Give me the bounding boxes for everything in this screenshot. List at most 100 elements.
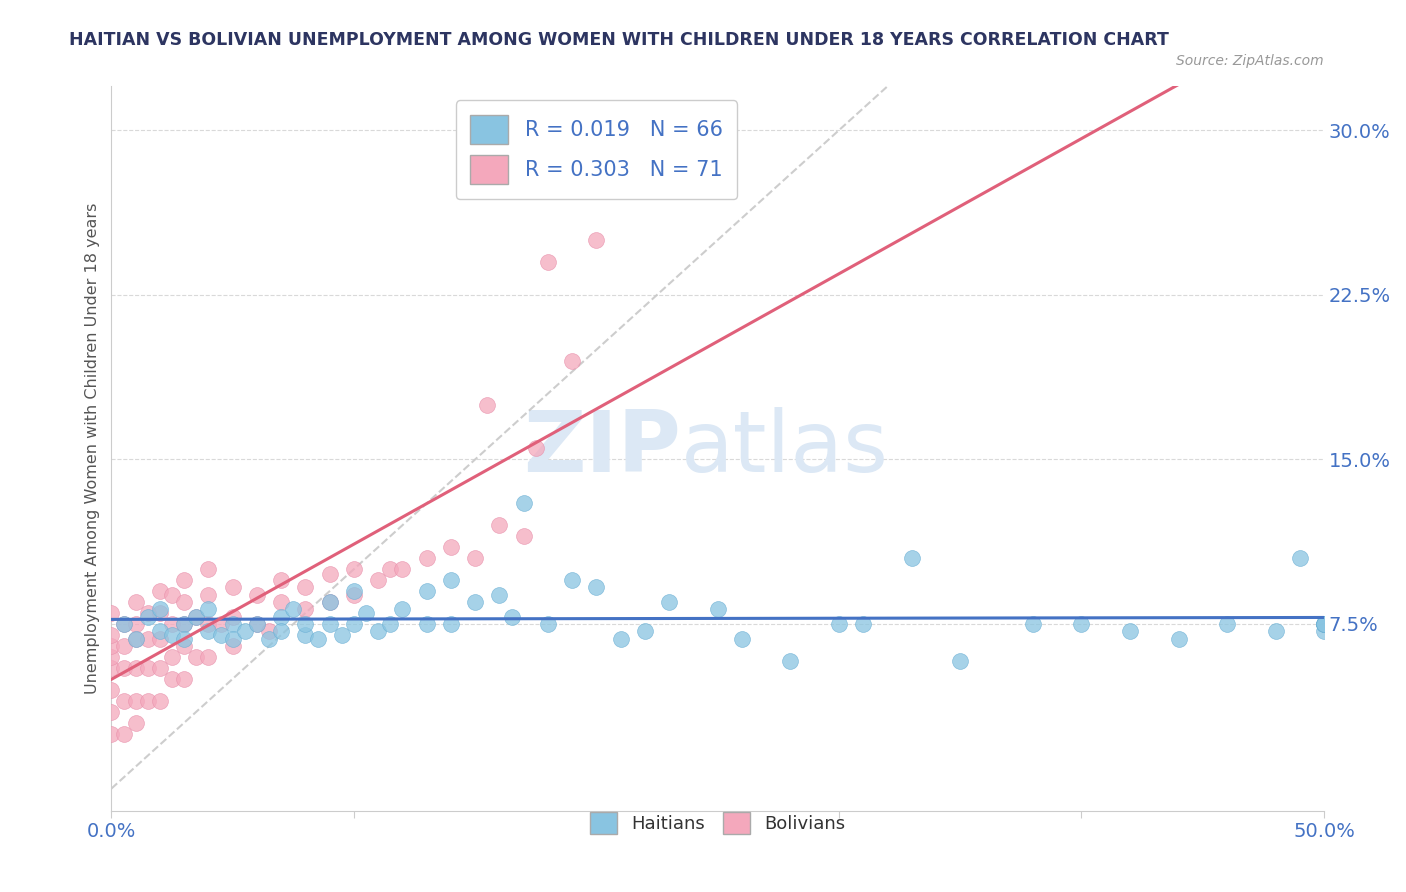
Point — [1167, 632, 1189, 647]
Point — [1313, 617, 1336, 632]
Point — [1288, 551, 1310, 566]
Legend: Haitians, Bolivians: Haitians, Bolivians — [582, 805, 853, 841]
Point — [1313, 617, 1336, 632]
Point — [257, 624, 280, 638]
Text: HAITIAN VS BOLIVIAN UNEMPLOYMENT AMONG WOMEN WITH CHILDREN UNDER 18 YEARS CORREL: HAITIAN VS BOLIVIAN UNEMPLOYMENT AMONG W… — [69, 31, 1168, 49]
Point — [1070, 617, 1092, 632]
Point — [367, 624, 389, 638]
Point — [561, 353, 583, 368]
Point — [415, 584, 437, 599]
Y-axis label: Unemployment Among Women with Children Under 18 years: Unemployment Among Women with Children U… — [86, 202, 100, 694]
Point — [197, 617, 219, 632]
Point — [464, 595, 486, 609]
Point — [136, 610, 159, 624]
Point — [354, 606, 377, 620]
Point — [100, 682, 122, 697]
Point — [537, 255, 560, 269]
Point — [197, 649, 219, 664]
Point — [124, 632, 146, 647]
Point — [318, 595, 340, 609]
Point — [512, 496, 534, 510]
Point — [318, 617, 340, 632]
Point — [173, 632, 195, 647]
Point — [658, 595, 681, 609]
Point — [221, 580, 243, 594]
Point — [100, 705, 122, 719]
Point — [100, 649, 122, 664]
Point — [173, 617, 195, 632]
Point — [949, 654, 972, 668]
Point — [257, 632, 280, 647]
Point — [160, 672, 183, 686]
Point — [124, 715, 146, 730]
Point — [779, 654, 801, 668]
Point — [246, 617, 269, 632]
Point — [173, 573, 195, 587]
Point — [136, 694, 159, 708]
Point — [294, 628, 316, 642]
Point — [124, 694, 146, 708]
Point — [124, 617, 146, 632]
Point — [609, 632, 631, 647]
Point — [100, 639, 122, 653]
Point — [149, 661, 172, 675]
Point — [391, 601, 413, 615]
Point — [149, 694, 172, 708]
Point — [246, 589, 269, 603]
Point — [1313, 624, 1336, 638]
Point — [160, 617, 183, 632]
Point — [294, 617, 316, 632]
Point — [1119, 624, 1142, 638]
Point — [233, 624, 256, 638]
Point — [464, 551, 486, 566]
Point — [330, 628, 353, 642]
Point — [440, 617, 463, 632]
Point — [415, 617, 437, 632]
Point — [1313, 617, 1336, 632]
Point — [537, 617, 560, 632]
Point — [380, 562, 402, 576]
Point — [186, 649, 208, 664]
Point — [307, 632, 329, 647]
Point — [186, 610, 208, 624]
Text: atlas: atlas — [682, 407, 890, 490]
Point — [173, 672, 195, 686]
Point — [391, 562, 413, 576]
Point — [343, 589, 366, 603]
Point — [828, 617, 851, 632]
Text: ZIP: ZIP — [523, 407, 682, 490]
Point — [173, 617, 195, 632]
Point — [112, 694, 135, 708]
Point — [731, 632, 754, 647]
Point — [852, 617, 875, 632]
Point — [585, 580, 607, 594]
Point — [197, 562, 219, 576]
Point — [1313, 617, 1336, 632]
Point — [209, 617, 232, 632]
Point — [380, 617, 402, 632]
Point — [160, 649, 183, 664]
Point — [270, 595, 292, 609]
Point — [318, 595, 340, 609]
Point — [343, 617, 366, 632]
Point — [221, 639, 243, 653]
Text: Source: ZipAtlas.com: Source: ZipAtlas.com — [1177, 54, 1324, 68]
Point — [343, 562, 366, 576]
Point — [149, 624, 172, 638]
Point — [186, 610, 208, 624]
Point — [415, 551, 437, 566]
Point — [1022, 617, 1045, 632]
Point — [1313, 617, 1336, 632]
Point — [149, 632, 172, 647]
Point — [112, 617, 135, 632]
Point — [112, 661, 135, 675]
Point — [706, 601, 728, 615]
Point — [136, 661, 159, 675]
Point — [634, 624, 657, 638]
Point — [173, 639, 195, 653]
Point — [477, 397, 499, 411]
Point — [270, 624, 292, 638]
Point — [197, 589, 219, 603]
Point — [124, 661, 146, 675]
Point — [1264, 624, 1286, 638]
